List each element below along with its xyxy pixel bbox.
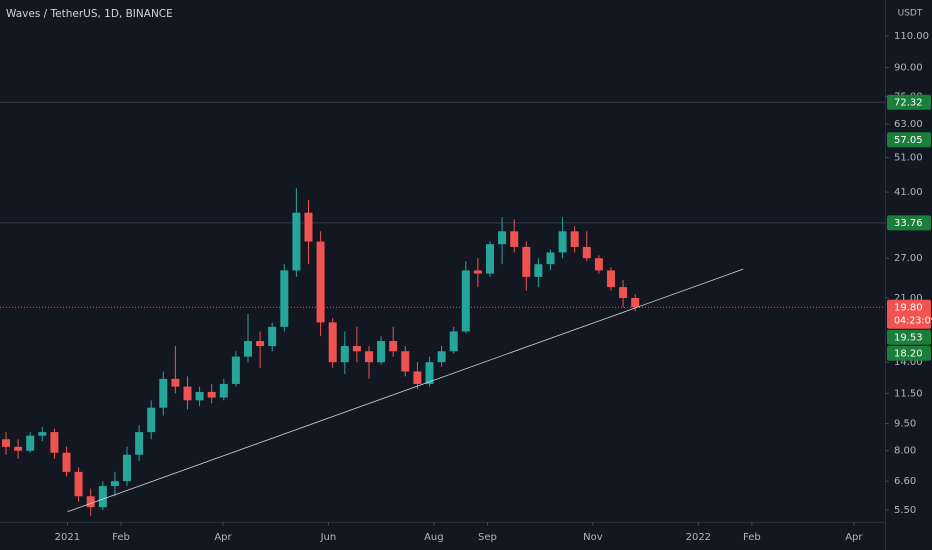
price-badge	[887, 132, 931, 148]
candle-body	[594, 258, 603, 271]
candle-body	[292, 212, 301, 271]
currency-label[interactable]: USDT	[898, 9, 923, 19]
price-badge-label: 19.53	[894, 332, 923, 343]
y-tick-label: 14.00	[894, 357, 923, 368]
y-tick-label: 51.00	[894, 153, 923, 164]
y-tick-label: 9.50	[894, 419, 916, 430]
candle-body	[171, 378, 180, 387]
candle-body	[631, 297, 640, 308]
y-tick-label: 110.00	[894, 31, 929, 42]
candle-body	[364, 351, 373, 363]
candle-body	[147, 407, 156, 433]
price-badge-label: 18.20	[894, 348, 923, 359]
price-badge	[887, 215, 931, 231]
candle-body	[268, 326, 277, 347]
trendline	[67, 268, 744, 513]
candle-body	[534, 264, 543, 277]
candle-body	[606, 270, 615, 288]
candle-body	[14, 446, 23, 451]
x-tick-label: Feb	[743, 532, 761, 543]
candle-body	[74, 471, 83, 497]
candle-body	[86, 496, 95, 508]
candle-body	[522, 246, 531, 277]
candle-body	[546, 252, 555, 265]
candle-body	[183, 386, 192, 401]
x-tick-label: Apr	[214, 532, 232, 543]
candle-body	[207, 391, 216, 398]
candle-body	[473, 270, 482, 274]
candle-body	[219, 383, 228, 398]
y-tick-label: 90.00	[894, 63, 923, 74]
candle-body	[328, 322, 337, 363]
x-tick-label: Feb	[112, 532, 130, 543]
candle-body	[401, 351, 410, 372]
x-tick-label: Nov	[583, 532, 603, 543]
y-tick-label: 41.00	[894, 187, 923, 198]
x-tick-label: Aug	[424, 532, 444, 543]
x-tick-label: 2022	[686, 532, 711, 543]
y-tick-label: 21.00	[894, 293, 923, 304]
candle-body	[558, 231, 567, 253]
candle-body	[243, 341, 252, 357]
price-badge	[887, 329, 931, 345]
price-badge-label: 33.76	[894, 218, 923, 229]
price-badge-label: 72.32	[894, 97, 923, 108]
candle-body	[510, 231, 519, 247]
x-tick-label: Sep	[478, 532, 497, 543]
candle-body	[437, 351, 446, 363]
candle-body	[449, 331, 458, 352]
price-badge-label: 19.80	[894, 302, 923, 313]
candle-body	[498, 231, 507, 245]
candle-body	[231, 356, 240, 384]
y-tick-label: 5.50	[894, 505, 916, 516]
y-tick-label: 11.50	[894, 388, 923, 399]
x-tick-label: 2021	[55, 532, 80, 543]
y-tick-label: 27.00	[894, 253, 923, 264]
candle-body	[98, 486, 107, 508]
y-tick-label: 8.00	[894, 446, 916, 457]
candle-body	[195, 391, 204, 401]
candle-body	[570, 231, 579, 247]
price-badge	[887, 94, 931, 110]
candle-body	[377, 341, 386, 363]
candle-body	[280, 270, 289, 327]
price-badge	[887, 345, 931, 361]
candle-body	[38, 432, 47, 436]
x-tick-label: Jun	[320, 532, 337, 543]
candle-body	[582, 246, 591, 259]
y-tick-label: 63.00	[894, 119, 923, 130]
candle-body	[135, 432, 144, 455]
candle-body	[159, 378, 168, 408]
candle-body	[110, 481, 119, 487]
candle-body	[352, 346, 361, 352]
candle-body	[304, 212, 313, 242]
candle-body	[26, 435, 35, 451]
candle-body	[340, 346, 349, 363]
countdown-label: 04:23:09	[894, 315, 932, 326]
candle-body	[389, 341, 398, 352]
candle-body	[2, 439, 10, 447]
price-badge	[887, 299, 931, 329]
price-badge-label: 57.05	[894, 135, 923, 146]
candle-body	[256, 341, 265, 347]
x-tick-label: Apr	[845, 532, 863, 543]
candle-body	[62, 452, 71, 472]
candle-body	[122, 454, 131, 482]
candle-body	[461, 270, 470, 332]
candle-body	[619, 287, 628, 298]
candle-body	[413, 371, 422, 384]
chart-title: Waves / TetherUS, 1D, BINANCE	[6, 8, 173, 20]
candle-body	[316, 241, 325, 323]
y-tick-label: 6.60	[894, 476, 916, 487]
candle-body	[50, 432, 59, 453]
candle-body	[425, 362, 434, 384]
candle-body	[485, 244, 494, 274]
